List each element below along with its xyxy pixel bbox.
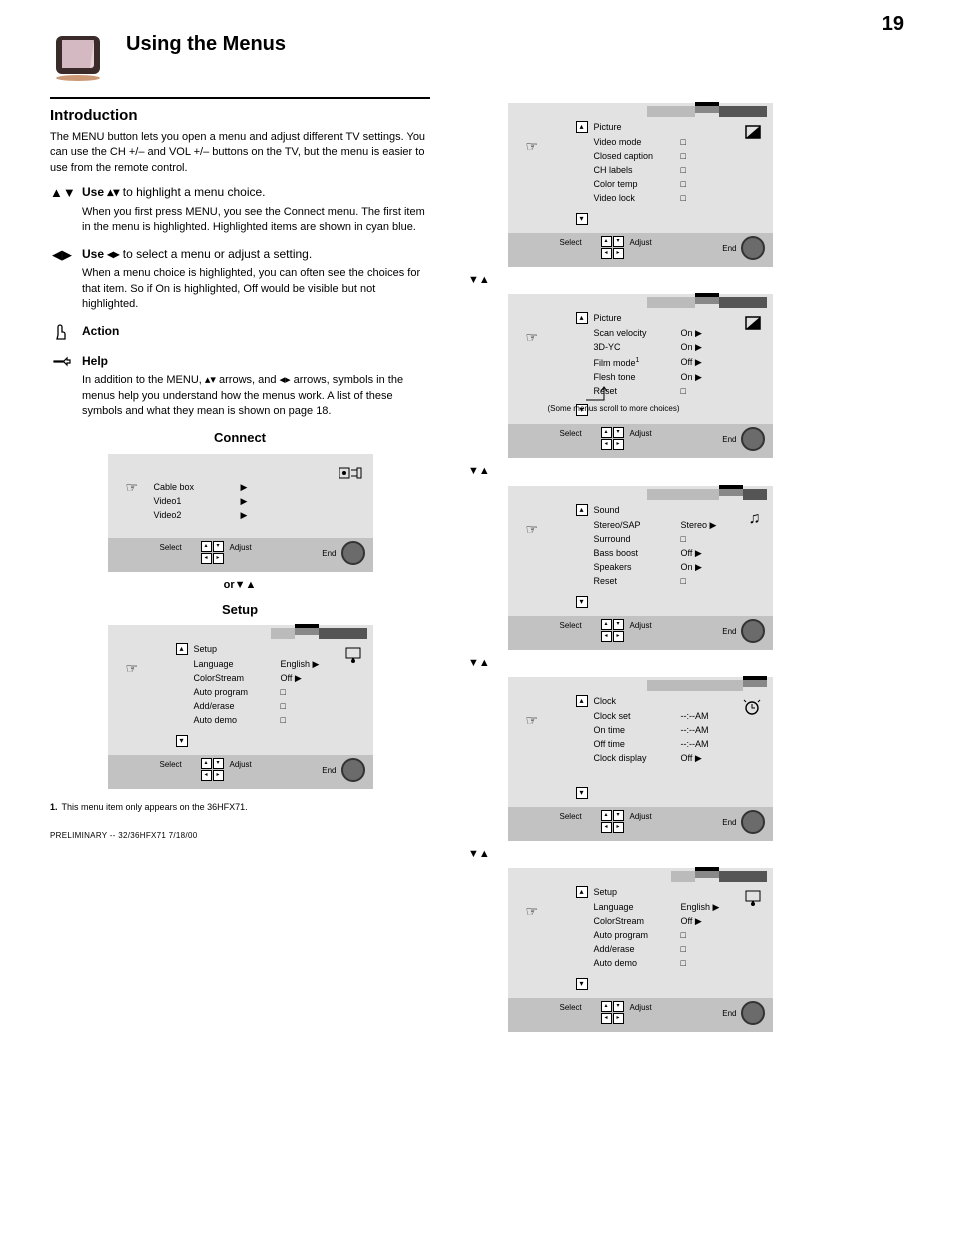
tv-screen-icon <box>745 125 761 145</box>
menu-panel-connect: ☞ Cable box▶ Video1▶ Video2▶ Select ▴▾◂▸… <box>108 454 373 572</box>
step1-lead: Use ▴▾ to highlight a menu choice. <box>82 184 430 201</box>
scroll-note: (Some menus scroll to more choices) <box>548 403 680 414</box>
page-title: Using the Menus <box>126 30 904 58</box>
scroll-hint-arrow-icon <box>584 384 614 402</box>
menu-panel-setup-right: ▴ ▾ ☞ Setup LanguageEnglish ▶ ColorStrea… <box>508 868 773 1032</box>
sound-items: Stereo/SAPStereo ▶ Surround□ Bass boostO… <box>594 518 717 588</box>
footnote: 1. This menu item only appears on the 36… <box>50 801 430 814</box>
picture-items: Video mode□ Closed caption□ CH labels□ C… <box>594 135 686 205</box>
step1-detail: When you first press MENU, you see the C… <box>82 205 430 236</box>
action-label: Action <box>82 323 430 340</box>
setup-icon <box>745 890 761 914</box>
footer-adjust: Adjust <box>230 542 252 553</box>
section-title: Introduction <box>50 97 430 126</box>
action-hand-icon <box>50 323 74 343</box>
scroll-up-icon: ▴ <box>176 643 188 655</box>
menu-panel-picture: ▴ ▾ ☞ Picture Video mode□ Closed caption… <box>508 103 773 267</box>
tv-screen-icon <box>745 316 761 336</box>
setup-icon <box>345 647 361 671</box>
pointer-hand-icon: ☞ <box>126 478 139 498</box>
tab-bar <box>271 628 367 639</box>
connect-heading: Connect <box>50 429 430 447</box>
or-label-1: or▼▲ <box>50 578 430 593</box>
tv-icon <box>50 30 110 87</box>
help-label: Help <box>82 353 430 370</box>
setup-heading: Setup <box>50 601 430 619</box>
footer-end: End <box>322 548 336 559</box>
leftright-arrows-icon: ◀▶ <box>50 246 74 313</box>
footer-circle-icon <box>341 541 365 565</box>
menu-panel-sound: ♫ ▴ ▾ ☞ Sound Stereo/SAPStereo ▶ Surroun… <box>508 486 773 650</box>
menu-panel-picture2: ▴ ▾ ☞ Picture Scan velocityOn ▶ 3D-YCOn … <box>508 294 773 458</box>
connect-items: Cable box▶ Video1▶ Video2▶ <box>154 480 248 522</box>
updown-arrows-icon: ▲▼ <box>50 184 74 236</box>
menu-panel-clock: ▴ ▾ ☞ Clock Clock set--:--AM On time--:-… <box>508 677 773 841</box>
pointer-hand-icon: ☞ <box>126 659 139 679</box>
clock-items: Clock set--:--AM On time--:--AM Off time… <box>594 709 709 765</box>
page-bottom: PRELIMINARY -- 32/36HFX71 7/18/00 <box>50 830 430 841</box>
updown-marker: ▼▲ <box>468 273 820 288</box>
music-note-icon: ♫ <box>749 508 761 530</box>
step2-detail: When a menu choice is highlighted, you c… <box>82 266 430 312</box>
intro-text: The MENU button lets you open a menu and… <box>50 130 430 176</box>
menu-panel-setup-left: ▴ ▾ ☞ Setup LanguageEnglish ▶ ColorStrea… <box>108 625 373 789</box>
setup-items: LanguageEnglish ▶ ColorStreamOff ▶ Auto … <box>194 657 320 727</box>
step2-lead: Use ◂▸ to select a menu or adjust a sett… <box>82 246 430 263</box>
plug-icon <box>339 466 363 486</box>
setup2-items: LanguageEnglish ▶ ColorStreamOff ▶ Auto … <box>594 900 720 970</box>
alarm-clock-icon <box>743 699 761 721</box>
footer-quad-icon: ▴▾◂▸ <box>201 541 229 565</box>
page-number: 19 <box>882 10 904 38</box>
scroll-down-icon: ▾ <box>176 735 188 747</box>
help-hand-icon <box>50 353 74 420</box>
footer-select: Select <box>160 542 182 553</box>
help-text: In addition to the MENU, ▴▾ arrows, and … <box>82 373 430 419</box>
panel-title: Setup <box>194 643 218 656</box>
